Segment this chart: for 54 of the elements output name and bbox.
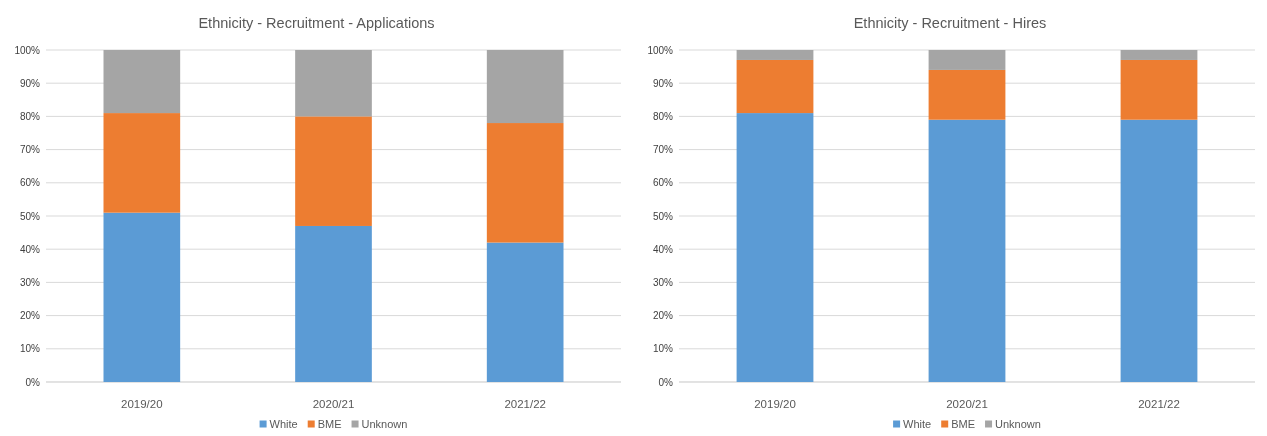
- y-tick-label: 50%: [652, 210, 674, 222]
- legend-label: Unknown: [361, 417, 408, 430]
- y-tick-label: 40%: [652, 243, 674, 255]
- y-tick-label: 20%: [652, 310, 674, 322]
- y-tick-label: 0%: [25, 376, 41, 388]
- bar: [103, 50, 181, 114]
- bar: [736, 59, 814, 114]
- y-tick-label: 30%: [652, 276, 674, 288]
- bar: [928, 50, 1006, 70]
- bar: [736, 50, 814, 60]
- y-tick-label: 50%: [19, 210, 41, 222]
- y-tick-label: 60%: [19, 177, 41, 189]
- y-tick-label: 70%: [652, 144, 674, 156]
- bar: [486, 50, 564, 124]
- chart-title: Ethnicity - Recruitment - Applications: [198, 15, 435, 31]
- legend-label: Unknown: [995, 417, 1041, 430]
- y-tick-label: 80%: [652, 110, 674, 122]
- y-tick-label: 100%: [647, 44, 674, 56]
- y-tick-label: 0%: [658, 376, 674, 388]
- x-tick-label: 2020/21: [312, 398, 355, 411]
- bar: [295, 116, 372, 226]
- bar: [103, 113, 181, 213]
- legend-label: White: [903, 417, 932, 430]
- bar: [486, 242, 564, 382]
- y-tick-label: 10%: [652, 343, 674, 355]
- bar: [103, 212, 181, 382]
- legend-label: BME: [951, 417, 976, 430]
- y-tick-label: 80%: [19, 110, 41, 122]
- legend-label: BME: [317, 417, 342, 430]
- y-tick-label: 40%: [19, 243, 41, 255]
- y-tick-label: 30%: [19, 276, 41, 288]
- x-tick-label: 2021/22: [1138, 398, 1180, 411]
- x-tick-label: 2019/20: [121, 398, 163, 411]
- bar: [928, 69, 1006, 120]
- y-tick-label: 20%: [19, 310, 41, 322]
- bar: [928, 119, 1006, 382]
- y-tick-label: 10%: [19, 343, 41, 355]
- bar: [486, 123, 564, 243]
- bar: [1120, 119, 1198, 382]
- bar: [295, 50, 372, 117]
- bar: [295, 225, 372, 382]
- x-tick-label: 2021/22: [504, 398, 546, 411]
- x-tick-label: 2020/21: [946, 398, 988, 411]
- y-tick-label: 100%: [14, 44, 41, 56]
- y-tick-label: 90%: [652, 77, 674, 89]
- x-tick-label: 2019/20: [754, 398, 796, 411]
- chart-title: Ethnicity - Recruitment - Hires: [853, 15, 1047, 31]
- legend-label: White: [269, 417, 298, 430]
- y-tick-label: 90%: [19, 77, 41, 89]
- y-tick-label: 70%: [19, 144, 41, 156]
- bar: [1120, 50, 1198, 60]
- y-tick-label: 60%: [652, 177, 674, 189]
- bar: [736, 113, 814, 382]
- bar: [1120, 59, 1198, 120]
